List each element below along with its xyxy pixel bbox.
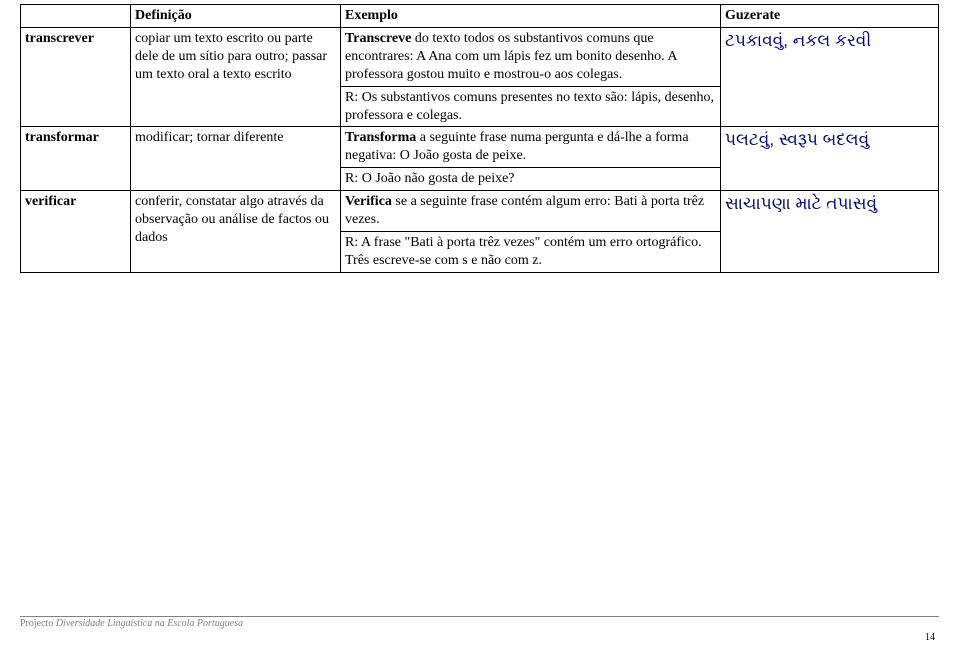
guzerate-cell: પલટવું, સ્વરૂપ બદલવું <box>721 127 939 191</box>
example-lead: Transcreve <box>345 31 411 46</box>
table-row: verificar conferir, constatar algo atrav… <box>21 191 939 232</box>
glossary-table: Definição Exemplo Guzerate transcrever c… <box>20 4 939 273</box>
example-response-cell: R: O João não gosta de peixe? <box>341 168 721 191</box>
footer-project-label: Projecto <box>20 618 56 629</box>
term-cell: verificar <box>21 191 131 273</box>
footer-project-name: Diversidade Linguística na Escola Portug… <box>56 618 243 629</box>
header-blank <box>21 5 131 28</box>
table-row: transcrever copiar um texto escrito ou p… <box>21 27 939 86</box>
example-cell: Transforma a seguinte frase numa pergunt… <box>341 127 721 168</box>
page-number: 14 <box>925 632 935 643</box>
header-guzerate: Guzerate <box>721 5 939 28</box>
example-body: se a seguinte frase contém algum erro: B… <box>345 194 704 227</box>
guzerate-cell: ટપકાવવું, નકલ કરવી <box>721 27 939 127</box>
term-cell: transformar <box>21 127 131 191</box>
term-cell: transcrever <box>21 27 131 127</box>
guzerate-cell: સાચાપણા માટે તપાસવું <box>721 191 939 273</box>
example-lead: Verifica <box>345 194 392 209</box>
definition-cell: copiar um texto escrito ou parte dele de… <box>131 27 341 127</box>
footer-project: Projecto Diversidade Linguística na Esco… <box>20 618 243 629</box>
page-footer: Projecto Diversidade Linguística na Esco… <box>20 616 939 629</box>
header-example: Exemplo <box>341 5 721 28</box>
header-definition: Definição <box>131 5 341 28</box>
table-row: transformar modificar; tornar diferente … <box>21 127 939 168</box>
definition-cell: conferir, constatar algo através da obse… <box>131 191 341 273</box>
definition-cell: modificar; tornar diferente <box>131 127 341 191</box>
example-cell: Transcreve do texto todos os substantivo… <box>341 27 721 86</box>
table-header-row: Definição Exemplo Guzerate <box>21 5 939 28</box>
example-response-cell: R: A frase "Bati à porta trêz vezes" con… <box>341 231 721 272</box>
example-response-cell: R: Os substantivos comuns presentes no t… <box>341 86 721 127</box>
example-lead: Transforma <box>345 130 416 145</box>
example-cell: Verifica se a seguinte frase contém algu… <box>341 191 721 232</box>
